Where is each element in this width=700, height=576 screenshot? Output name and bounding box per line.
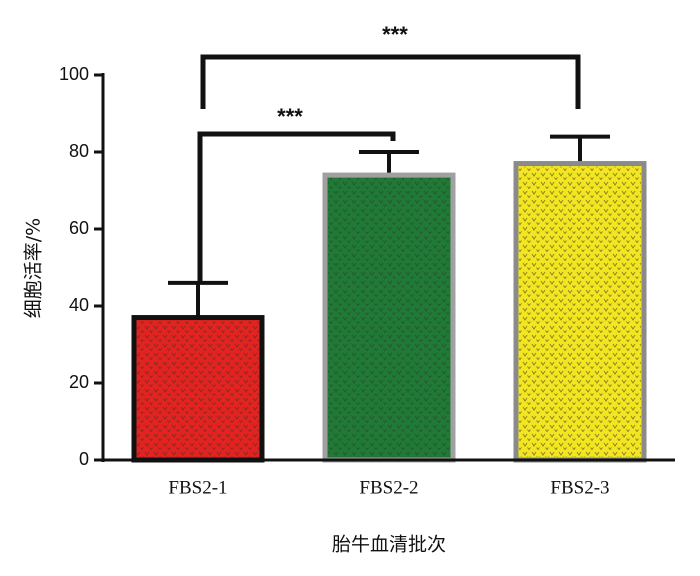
y-axis-label: 细胞活率/% <box>23 218 45 318</box>
y-tick-label: 20 <box>69 372 89 392</box>
y-tick-label: 80 <box>69 141 89 161</box>
x-tick-label: FBS2-1 <box>168 477 227 498</box>
bar-pattern <box>137 320 259 457</box>
y-tick-label: 100 <box>59 64 89 84</box>
y-tick-label: 0 <box>79 449 89 469</box>
bar-pattern <box>328 178 450 457</box>
significance-bracket <box>197 131 396 283</box>
x-tick-label: FBS2-2 <box>359 477 418 498</box>
x-axis-label: 胎牛血清批次 <box>332 534 446 556</box>
y-tick-label: 40 <box>69 295 89 315</box>
significance-label: *** <box>277 104 303 129</box>
significance-label: *** <box>382 22 408 47</box>
significance-bracket <box>200 54 581 109</box>
y-tick-label: 60 <box>69 218 89 238</box>
bar-pattern <box>519 166 641 458</box>
x-tick-label: FBS2-3 <box>550 477 609 498</box>
